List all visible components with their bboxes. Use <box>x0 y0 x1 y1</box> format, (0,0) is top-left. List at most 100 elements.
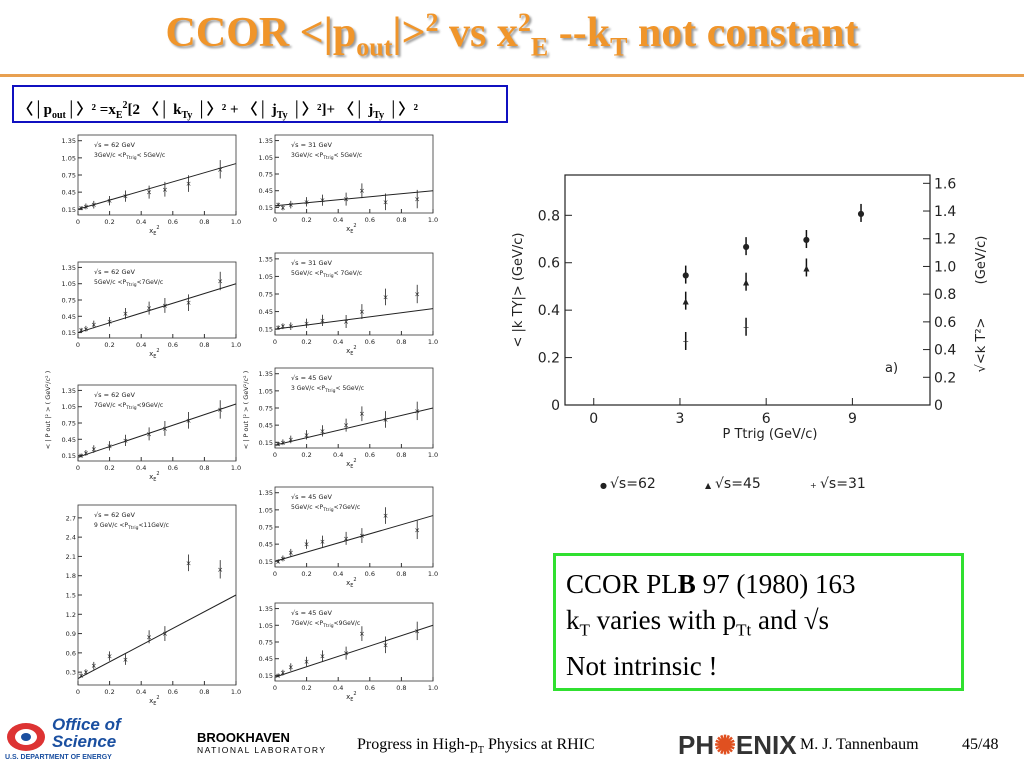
legend-marker: ● <box>600 481 607 490</box>
data-point: × <box>83 669 89 677</box>
x-axis-label: xE2 <box>149 695 160 707</box>
data-point: × <box>414 291 420 299</box>
formula-part: │〉²]+ 〈│ <box>287 102 369 118</box>
x-tick-label: 0.4 <box>136 688 146 696</box>
formula-part: Ty <box>276 110 288 121</box>
x-tick-label: 0.8 <box>199 218 209 226</box>
y2-tick-label: 1.4 <box>934 204 956 220</box>
fit-line <box>274 624 434 678</box>
energy-label: √s = 31 GeV <box>291 259 332 267</box>
talk-title: Progress in High-pT Physics at RHIC <box>357 736 595 756</box>
data-point: × <box>78 205 84 213</box>
energy-label: √s = 45 GeV <box>291 609 332 617</box>
y-tick-label: 1.05 <box>62 154 76 162</box>
data-point: ▲ <box>803 263 810 272</box>
y-tick-label: 0.75 <box>259 405 273 413</box>
text: 2 <box>353 223 356 229</box>
data-point: × <box>343 196 349 204</box>
data-point: × <box>280 204 286 212</box>
legend-label: √s=62 <box>610 476 656 492</box>
x-tick-label: 0 <box>273 570 277 578</box>
x-axis-label: P Ttrig (GeV/c) <box>723 427 818 442</box>
title-part: out <box>356 32 393 62</box>
text: 2 <box>353 577 356 583</box>
note-line: Not intrinsic ! <box>566 651 718 682</box>
energy-label: √s = 62 GeV <box>94 511 135 519</box>
text: T <box>477 745 484 757</box>
text: 2 <box>353 458 356 464</box>
text: 3 GeV/c <P <box>291 385 325 392</box>
data-point: ▲ <box>683 297 690 306</box>
data-point: ▲ <box>743 278 750 287</box>
data-point: × <box>319 427 325 435</box>
text: 97 (1980) 163 <box>695 569 856 599</box>
y-tick-label: 0.75 <box>259 291 273 299</box>
x-tick-label: 0.2 <box>104 688 114 696</box>
y-tick-label: 0.45 <box>259 541 273 549</box>
y-tick-label: 0.45 <box>62 313 76 321</box>
trigger-range: 3 GeV/c <PTtrig< 5GeV/c <box>291 385 364 394</box>
y-tick-label: 2.7 <box>66 514 76 522</box>
x-tick-label: 1.0 <box>231 218 241 226</box>
text: <11GeV/c <box>139 522 169 529</box>
energy-label: √s = 62 GeV <box>94 141 135 149</box>
x-tick-label: 0.2 <box>301 216 311 224</box>
text: x <box>346 347 350 355</box>
text: x <box>149 473 153 481</box>
formula-part: 〈│ <box>18 102 44 118</box>
text: E <box>350 697 353 703</box>
data-point: × <box>186 417 192 425</box>
energy-label: √s = 62 GeV <box>94 268 135 276</box>
x-tick-label: 0.8 <box>199 688 209 696</box>
data-point: × <box>122 437 128 445</box>
note-line: CCOR PLB 97 (1980) 163 <box>566 566 951 602</box>
formula-part: │〉² <box>384 102 419 118</box>
trigger-range: 3GeV/c <PTtrig< 5GeV/c <box>94 152 165 161</box>
title-part: CCOR <|p <box>165 10 357 56</box>
text: 2 <box>353 345 356 351</box>
data-point: × <box>359 308 365 316</box>
text: 2 <box>156 348 159 354</box>
x-tick-label: 0.6 <box>365 451 375 459</box>
data-point: × <box>343 535 349 543</box>
data-point: × <box>217 166 223 174</box>
text: Progress in High-p <box>357 736 478 753</box>
text: 2 <box>353 691 356 697</box>
data-point: × <box>343 650 349 658</box>
text: 2 <box>156 695 159 701</box>
y-tick-label: 0.75 <box>259 524 273 532</box>
y2-tick-label: 0 <box>934 398 943 414</box>
x-tick-label: 0.4 <box>333 338 343 346</box>
note-line: kT varies with pTt and √s <box>566 602 951 648</box>
phenix-logo: PH✺ENIX <box>678 730 797 760</box>
x-tick-label: 0.4 <box>136 341 146 349</box>
x-tick-label: 1.0 <box>428 338 438 346</box>
data-point: × <box>91 201 97 209</box>
y-tick-label: 1.05 <box>62 280 76 288</box>
text: E <box>350 464 353 470</box>
text: <7GeV/c <box>137 279 164 286</box>
y-tick-label: 0.75 <box>62 297 76 305</box>
data-point: × <box>414 526 420 534</box>
text: Ttrig <box>322 273 334 279</box>
trigger-range: 7GeV/c <PTtrig<9GeV/c <box>94 402 163 411</box>
title-part: T <box>610 32 628 62</box>
legend-label: √s=31 <box>820 476 866 492</box>
y2-tick-label: 0.4 <box>934 343 956 359</box>
x-tick-label: 0 <box>76 341 80 349</box>
y-tick-label: 0.8 <box>538 208 560 224</box>
data-point: × <box>359 532 365 540</box>
text: < 5GeV/c <box>334 152 363 159</box>
figures: 0.150.450.751.051.350 0.2 0.4 0.6 0.8 1.0xE2√… <box>44 134 989 707</box>
x-tick-label: 0 <box>273 216 277 224</box>
y-tick-label: 0.3 <box>66 669 76 677</box>
formula-part: [2 〈│ <box>127 102 174 118</box>
x-tick-label: 0 <box>273 451 277 459</box>
y-tick-label: 1.35 <box>259 137 273 145</box>
formula-part: E <box>115 110 123 121</box>
y-tick-label: 0.15 <box>259 558 273 566</box>
text: k <box>566 605 580 635</box>
y-tick-label: 1.05 <box>259 622 273 630</box>
legend-label: √s=45 <box>715 476 761 492</box>
x-tick-label: 0.2 <box>301 338 311 346</box>
